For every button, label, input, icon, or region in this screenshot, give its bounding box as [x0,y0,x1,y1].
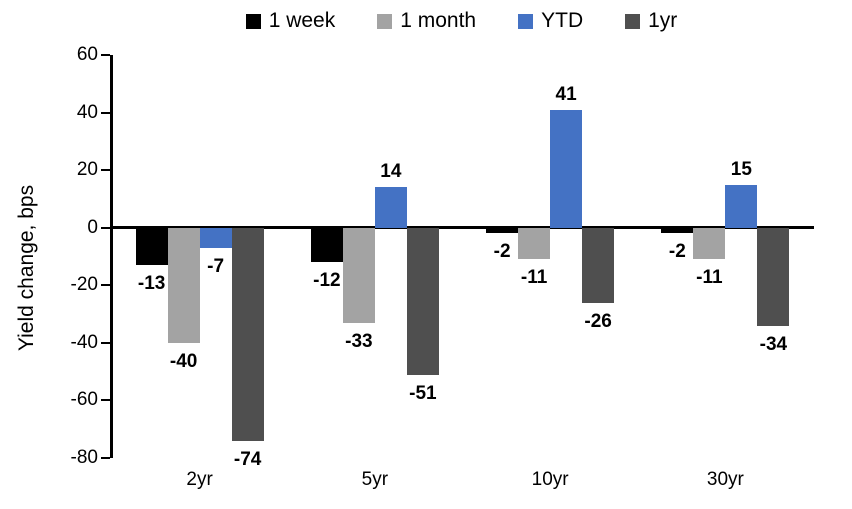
legend-label: 1yr [648,9,678,32]
y-tick-label: 40 [76,101,98,123]
data-label: 15 [730,158,752,180]
y-tick-label: -80 [70,447,98,468]
y-axis-title: Yield change, bps [15,184,38,352]
bar-1-month-30yr [693,227,726,260]
y-tick-label: 0 [87,216,98,238]
y-tick-mark [101,54,110,56]
y-tick-mark [101,111,110,114]
bar-YTD-5yr [374,187,407,228]
legend-item-1-month: 1 month [377,9,476,33]
y-tick-mark [101,226,110,229]
y-tick-label: 20 [76,159,98,181]
x-category-label: 5yr [361,469,389,490]
x-category-label: 30yr [706,469,744,490]
bar-YTD-30yr [725,184,758,228]
bar-1-month-2yr [167,227,200,343]
data-label: -11 [520,267,548,289]
data-label: -7 [207,255,225,277]
legend-label: 1 week [268,9,336,32]
bar-1-week-10yr [486,227,519,234]
legend-item-1-week: 1 week [245,9,336,33]
y-tick-mark [101,457,110,459]
y-tick-label: -40 [70,331,98,353]
legend-label: 1 month [400,9,477,32]
bar-YTD-10yr [550,109,583,228]
chart-legend: 1 week 1 month YTD 1yr [110,6,813,36]
bar-1-week-2yr [135,227,168,266]
y-tick-mark [101,341,110,344]
data-label: -11 [696,267,723,289]
data-label: -74 [233,448,262,470]
legend-item-YTD: YTD [518,9,583,33]
bar-1yr-30yr [757,227,790,326]
data-label: -2 [668,241,686,263]
bar-1-week-5yr [310,227,343,263]
legend-swatch-icon [625,13,641,29]
y-tick-mark [101,284,110,287]
legend-swatch-icon [377,13,393,29]
data-label: 41 [555,83,577,105]
legend-item-1yr: 1yr [625,9,677,33]
zero-baseline [110,226,814,230]
x-category-label: 10yr [531,469,569,490]
y-tick-label: 60 [76,44,98,65]
bar-1-week-30yr [661,227,694,234]
y-tick-mark [101,399,110,402]
y-tick-mark [101,169,110,172]
data-label: -13 [137,273,166,295]
legend-swatch-icon [245,13,261,29]
data-label: -33 [345,330,373,352]
bar-1yr-5yr [406,227,439,375]
bar-1yr-10yr [582,227,615,303]
data-label: -40 [169,350,198,372]
data-label: -34 [759,333,788,355]
bar-1yr-2yr [231,227,264,441]
y-tick-label: -20 [70,274,98,296]
data-label: -12 [313,270,341,292]
legend-swatch-icon [518,13,534,29]
x-category-label: 2yr [186,469,213,490]
data-label: 14 [380,161,402,183]
data-label: -26 [584,310,612,332]
y-axis-line [110,55,113,458]
y-tick-label: -60 [70,389,98,411]
data-label: -2 [493,241,511,263]
bar-1-month-5yr [342,227,375,323]
data-label: -51 [409,382,437,404]
legend-label: YTD [541,9,584,32]
bar-YTD-2yr [199,227,232,248]
bar-1-month-10yr [518,227,551,260]
